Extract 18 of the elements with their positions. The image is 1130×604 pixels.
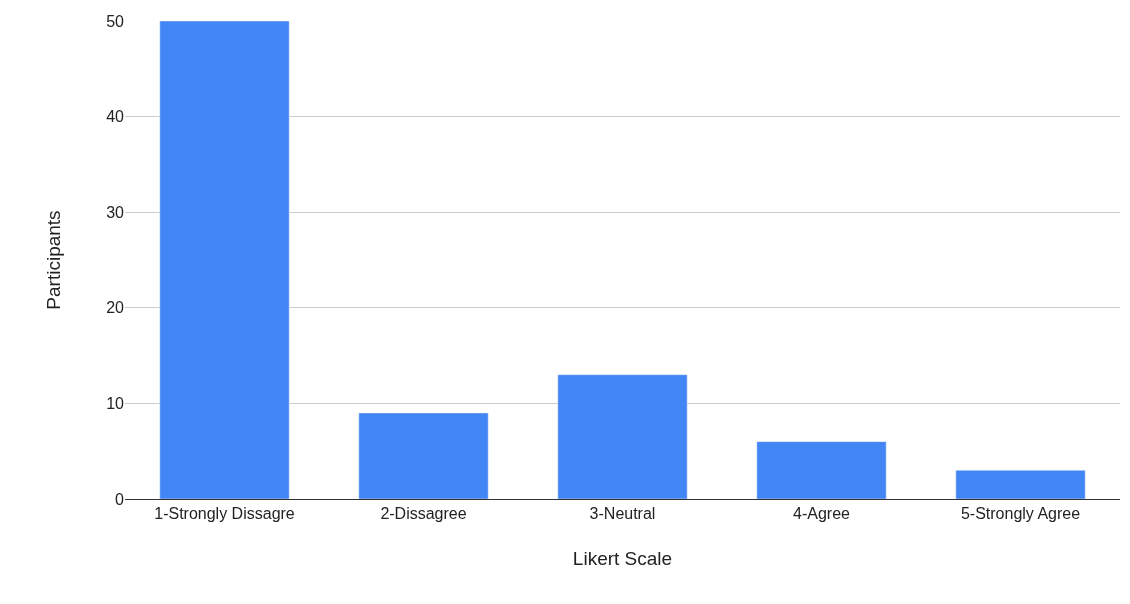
bar: [557, 374, 688, 499]
bar: [159, 21, 290, 499]
y-tick-label: 50: [106, 12, 125, 30]
y-tick-label: 0: [115, 490, 125, 508]
bar: [358, 412, 489, 499]
x-axis-title: Likert Scale: [572, 548, 673, 569]
bar: [955, 470, 1086, 499]
x-tick-label: 1-Strongly Dissagre: [154, 505, 295, 523]
x-tick-label: 5-Strongly Agree: [960, 505, 1081, 523]
x-tick-label: 3-Neutral: [589, 505, 656, 523]
bar: [756, 441, 887, 499]
y-tick-label: 30: [106, 203, 125, 221]
x-tick-label: 2-Dissagree: [380, 505, 467, 523]
y-tick-label: 10: [106, 395, 125, 412]
y-axis-title: Participants: [43, 210, 65, 310]
y-tick-label: 20: [106, 299, 125, 317]
y-tick-label: 40: [106, 108, 125, 126]
x-tick-label: 4-Agree: [793, 505, 851, 523]
